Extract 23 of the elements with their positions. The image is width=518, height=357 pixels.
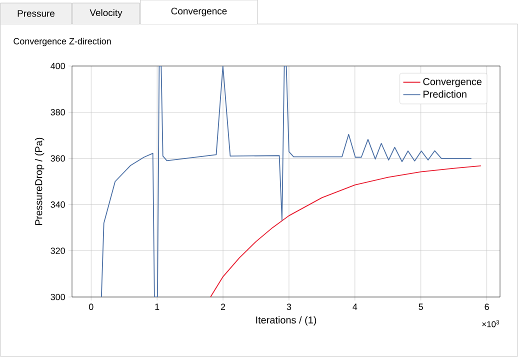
y-tick-label: 400 [50, 62, 65, 70]
x-tick-label: 6 [484, 304, 489, 310]
line-series [210, 165, 482, 297]
y-axis-title: PressureDrop / (Pa) [34, 138, 44, 225]
legend-label: Convergence [423, 78, 482, 88]
x-tick-label: 3 [286, 304, 292, 310]
y-tick-label: 380 [50, 109, 65, 116]
y-tick-label: 320 [50, 248, 65, 254]
legend-label: Prediction [424, 90, 466, 98]
chart-title: Convergence Z-direction [14, 38, 111, 46]
x-axis-title: Iterations / (1) [256, 316, 316, 326]
text: Convergence [171, 8, 227, 16]
x-tick-label: 0 [88, 304, 94, 310]
x-tick-label: 2 [220, 304, 226, 310]
y-tick-label: 300 [50, 294, 65, 300]
y-tick-label: 360 [50, 155, 65, 162]
y-tick-label: 340 [50, 201, 65, 208]
x-tick-label: 4 [352, 304, 358, 310]
x-tick-label: 1 [155, 304, 160, 310]
text: Velocity [90, 9, 122, 18]
text: ×10$^{3}$ [482, 320, 500, 328]
text: Pressure [18, 10, 55, 17]
x-tick-label: 5 [418, 304, 423, 310]
